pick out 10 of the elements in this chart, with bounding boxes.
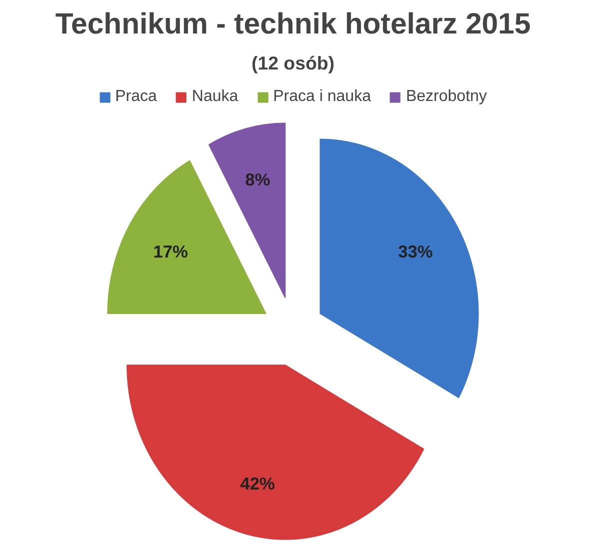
legend-label: Praca i nauka — [273, 88, 371, 106]
legend-label: Nauka — [192, 88, 238, 106]
data-label: 8% — [245, 169, 270, 190]
data-label: 33% — [398, 241, 433, 262]
data-label: 17% — [153, 241, 188, 262]
legend-label: Bezrobotny — [406, 88, 487, 106]
legend-label: Praca — [115, 88, 157, 106]
data-label: 42% — [240, 473, 275, 494]
chart-title: Technikum - technik hotelarz 2015 — [55, 8, 531, 40]
chart-subtitle: (12 osób) — [252, 52, 334, 74]
